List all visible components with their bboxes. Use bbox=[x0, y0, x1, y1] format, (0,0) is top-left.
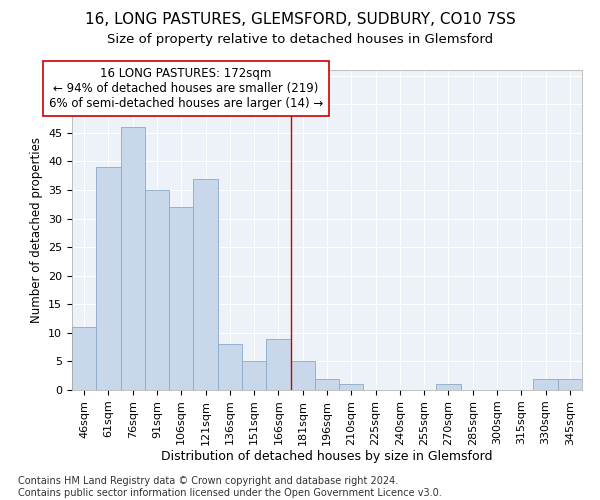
Bar bbox=[290, 362, 315, 390]
Bar bbox=[121, 127, 145, 390]
Y-axis label: Number of detached properties: Number of detached properties bbox=[29, 137, 43, 323]
Bar bbox=[169, 207, 193, 390]
Bar bbox=[533, 378, 558, 390]
Bar bbox=[558, 378, 582, 390]
Bar bbox=[436, 384, 461, 390]
Text: Contains HM Land Registry data © Crown copyright and database right 2024.
Contai: Contains HM Land Registry data © Crown c… bbox=[18, 476, 442, 498]
Text: Size of property relative to detached houses in Glemsford: Size of property relative to detached ho… bbox=[107, 32, 493, 46]
X-axis label: Distribution of detached houses by size in Glemsford: Distribution of detached houses by size … bbox=[161, 450, 493, 464]
Bar bbox=[145, 190, 169, 390]
Text: 16 LONG PASTURES: 172sqm
← 94% of detached houses are smaller (219)
6% of semi-d: 16 LONG PASTURES: 172sqm ← 94% of detach… bbox=[49, 67, 323, 110]
Bar bbox=[193, 178, 218, 390]
Text: 16, LONG PASTURES, GLEMSFORD, SUDBURY, CO10 7SS: 16, LONG PASTURES, GLEMSFORD, SUDBURY, C… bbox=[85, 12, 515, 28]
Bar bbox=[218, 344, 242, 390]
Bar bbox=[339, 384, 364, 390]
Bar bbox=[96, 167, 121, 390]
Bar bbox=[242, 362, 266, 390]
Bar bbox=[315, 378, 339, 390]
Bar bbox=[266, 338, 290, 390]
Bar bbox=[72, 327, 96, 390]
